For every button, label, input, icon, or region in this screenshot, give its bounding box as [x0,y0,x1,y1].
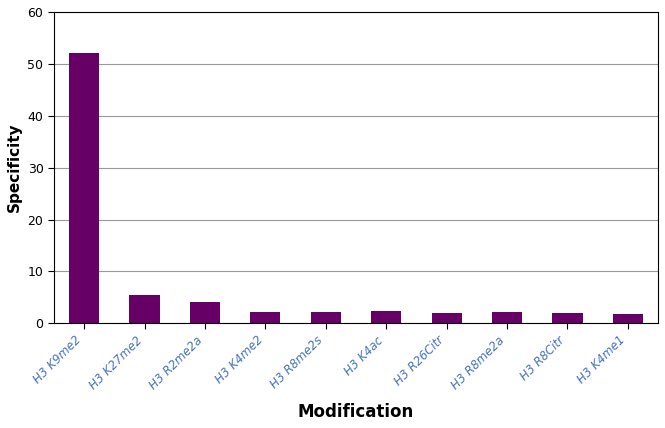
Bar [69,54,99,324]
Bar [553,313,583,324]
Bar [432,313,462,324]
Bar [371,312,401,324]
Bar [190,302,220,324]
Bar [311,312,341,324]
Bar [612,313,643,324]
Bar [250,312,281,324]
X-axis label: Modification: Modification [298,403,414,421]
Bar [492,312,522,324]
Bar [130,295,160,324]
Y-axis label: Specificity: Specificity [7,123,22,212]
